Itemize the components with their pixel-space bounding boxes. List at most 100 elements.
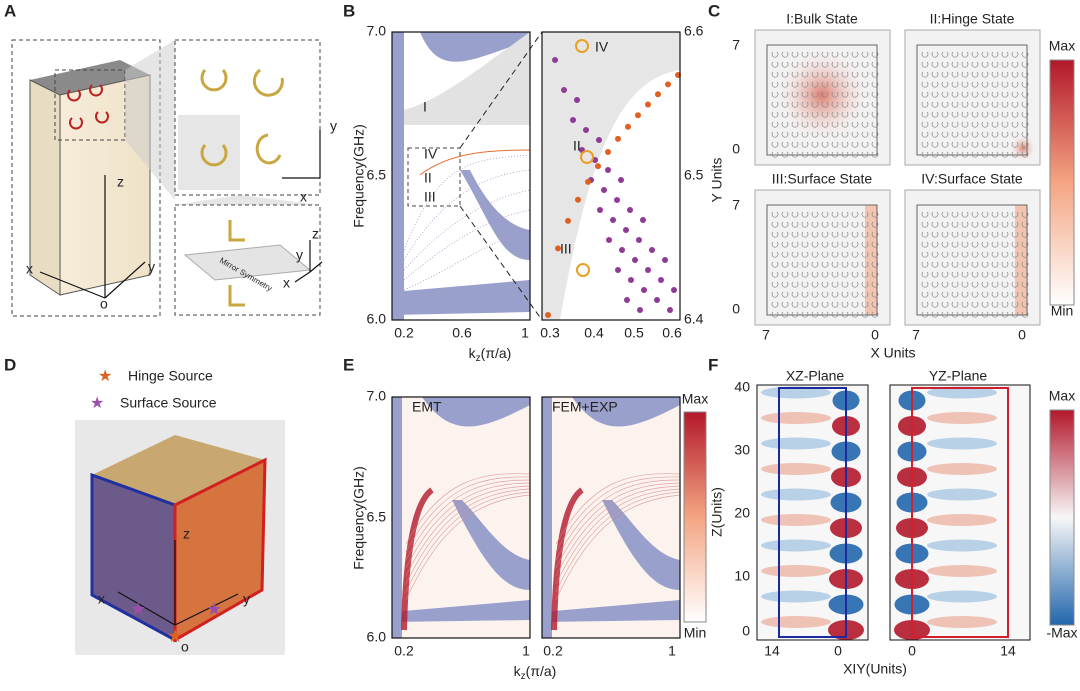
cell [951,281,959,288]
axis [39,271,106,299]
cell [961,51,969,58]
colorbar [1049,409,1075,626]
cell [931,71,939,78]
mode [405,494,531,601]
cell [811,301,819,308]
zoom-wedge [175,195,320,205]
cell [831,101,839,108]
cell [981,131,989,138]
legend-label: Surface Source [120,395,217,411]
cell [951,71,959,78]
dot [552,57,558,63]
dot [635,112,641,119]
lobe [927,386,997,399]
outline [911,387,1009,638]
dot [614,197,620,203]
cell [851,61,859,68]
hot [401,487,434,631]
cell [861,281,869,288]
y-tick-label: 6.5 [367,509,387,525]
y-tick-label: 0 [742,623,750,639]
dot [585,178,591,185]
cell [921,231,929,238]
cell [831,281,839,288]
cell [781,301,789,308]
field [1015,205,1027,315]
cell [1011,121,1019,128]
cell [1001,111,1009,118]
cell [971,261,979,268]
cell [861,61,869,68]
lobe [761,590,831,603]
cell [841,91,849,98]
cell [861,221,869,228]
lobe [927,565,997,577]
cell [961,131,969,138]
cell [781,241,789,248]
cell [841,121,849,128]
y-tick-label: 7.0 [367,388,387,404]
cell [981,261,989,268]
cell [941,231,949,238]
cell [851,231,859,238]
cell [931,231,939,238]
cell [1001,51,1009,58]
band [542,600,680,622]
x-tick-label: 0.6 [662,325,682,341]
cell [811,131,819,138]
cell [801,241,809,248]
y-tick-label: 40 [734,379,750,395]
lobe [927,539,997,552]
cell [931,111,939,118]
cell [831,151,839,158]
cell [981,51,989,58]
lobe [927,488,997,501]
colorbar-label: Max [682,391,708,407]
mode [555,494,681,601]
cell [781,101,789,108]
cell [981,101,989,108]
cell [981,211,989,218]
cell [811,101,819,108]
cell [1021,81,1029,88]
cell [1001,151,1009,158]
cell [871,151,879,158]
lobe [761,437,831,450]
cell [1011,301,1019,308]
cube-top [92,435,265,505]
cell [1001,101,1009,108]
lobe [761,539,831,552]
y-tick-label: 7.0 [367,23,387,39]
cell [1011,211,1019,218]
cell [831,231,839,238]
cell [981,251,989,258]
cell [801,61,809,68]
cell [991,301,999,308]
cell [861,211,869,218]
cell [1001,121,1009,128]
cell [941,61,949,68]
cell [831,311,839,318]
field [865,205,877,315]
cell [811,141,819,148]
cell [941,131,949,138]
axis [104,261,146,299]
cell [851,261,859,268]
mode [405,485,531,577]
dot [615,135,621,142]
cell [971,291,979,298]
cell [931,251,939,258]
highlight-ring [580,150,594,164]
cell [841,131,849,138]
cell [971,141,979,148]
cell [801,261,809,268]
dot [623,227,629,233]
cell [941,261,949,268]
cell [971,131,979,138]
mode [405,476,531,553]
x-tick-label: 0 [871,327,879,343]
cell [971,251,979,258]
cell [971,101,979,108]
cell [941,151,949,158]
lobe [927,590,997,603]
